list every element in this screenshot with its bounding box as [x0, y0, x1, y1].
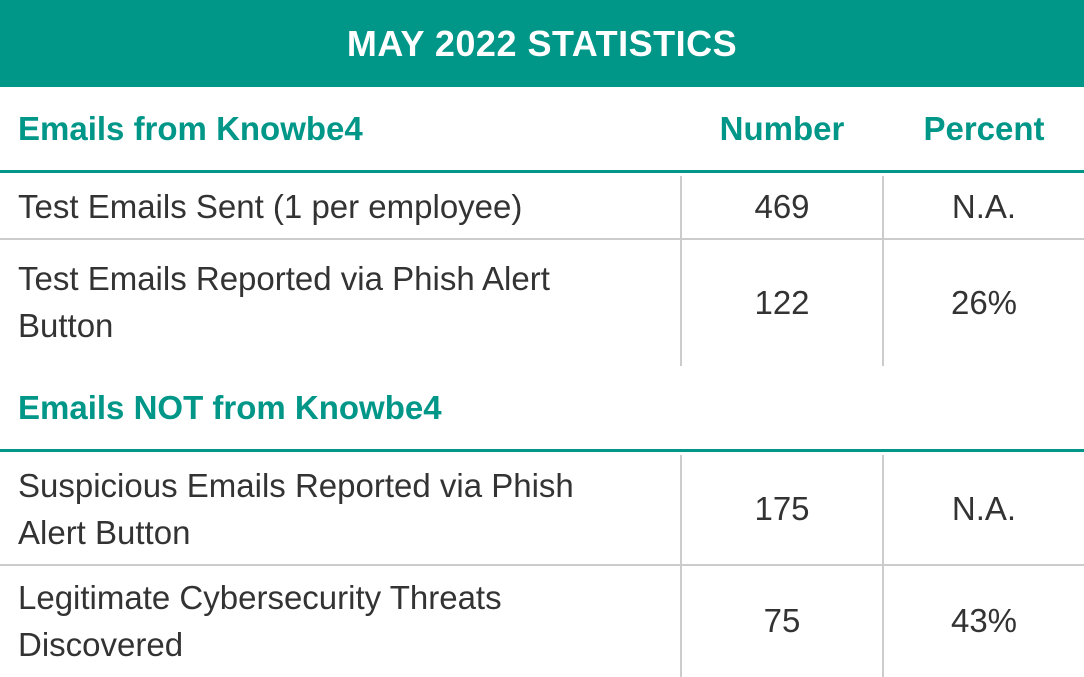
section-title: Emails from Knowbe4 [18, 109, 363, 147]
row-label: Suspicious Emails Reported via Phish Ale… [18, 466, 574, 551]
section-header-knowbe4: Emails from Knowbe4 Number Percent [0, 87, 1084, 173]
column-divider [680, 455, 682, 564]
column-header-percent: Percent [923, 109, 1045, 147]
row-label: Test Emails Sent (1 per employee) [18, 187, 523, 225]
row-percent: N.A. [951, 187, 1017, 225]
section-title: Emails NOT from Knowbe4 [18, 388, 442, 426]
table-row: Test Emails Sent (1 per employee) 469 N.… [0, 176, 1084, 238]
row-percent: 26% [950, 283, 1018, 321]
column-divider [882, 176, 884, 238]
section-header-not-knowbe4: Emails NOT from Knowbe4 [0, 366, 1084, 452]
row-divider [0, 564, 1084, 566]
row-number: 469 [754, 187, 810, 225]
column-divider [882, 455, 884, 564]
table-row: Suspicious Emails Reported via Phish Ale… [0, 455, 1084, 564]
row-number: 122 [754, 283, 810, 321]
table-banner: MAY 2022 STATISTICS [0, 0, 1084, 87]
column-divider [680, 240, 682, 366]
table-row: Legitimate Cybersecurity Threats Discove… [0, 566, 1084, 677]
column-divider [680, 566, 682, 677]
row-percent: N.A. [951, 490, 1017, 528]
column-header-number: Number [719, 109, 845, 147]
row-label: Test Emails Reported via Phish Alert But… [18, 260, 550, 344]
row-number: 75 [763, 602, 801, 640]
column-divider [882, 566, 884, 677]
column-divider [882, 240, 884, 366]
row-percent: 43% [950, 602, 1018, 640]
column-divider [680, 176, 682, 238]
table-row: Test Emails Reported via Phish Alert But… [0, 240, 1084, 366]
banner-title: MAY 2022 STATISTICS [346, 22, 738, 64]
row-label: Legitimate Cybersecurity Threats Discove… [18, 578, 502, 663]
row-divider [0, 238, 1084, 240]
row-number: 175 [754, 490, 810, 528]
